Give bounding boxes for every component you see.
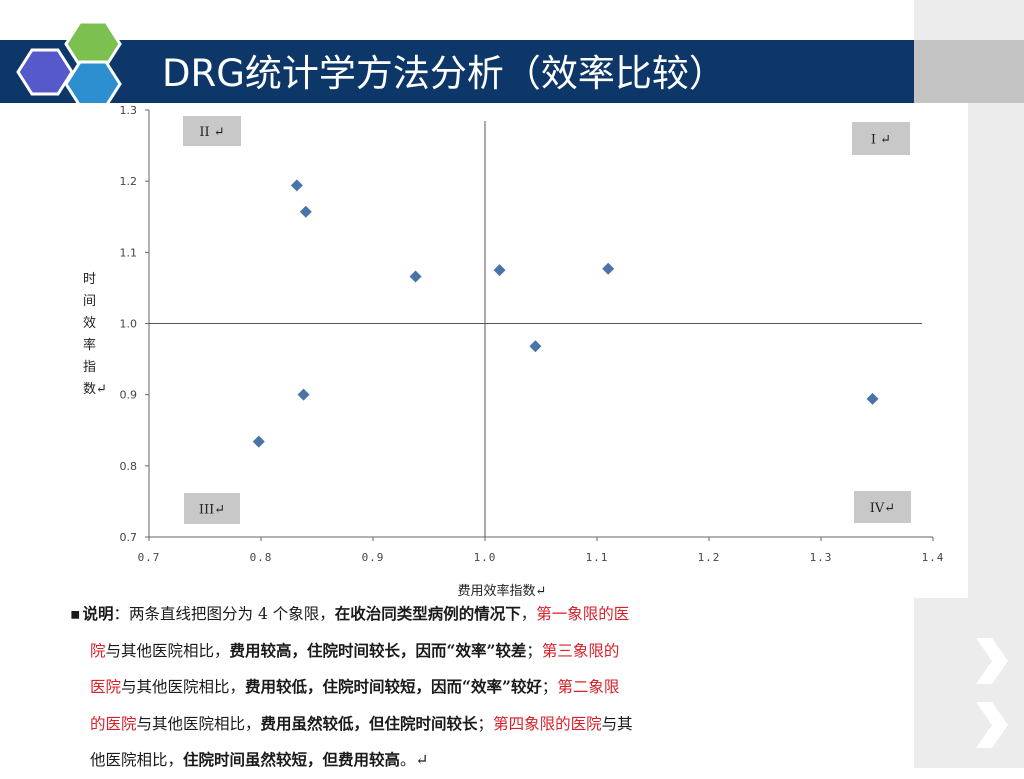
scatter-chart: 0.7 0.8 0.9 1.0 1.1 1.2 1.3 0.7 0.8 0.9 1.0 1.1 1.2 1… — [83, 104, 945, 598]
y-tick-label: 1.0 — [120, 318, 138, 331]
y-tick-label: 0.7 — [120, 531, 138, 544]
explanation-line-5: 他医院相比，住院时间虽然较短，但费用较高。↵ — [70, 742, 942, 779]
explanation-segment: 与其他医院相比， — [105, 641, 230, 660]
y-tick-label: 0.9 — [120, 389, 138, 402]
data-point-1 — [290, 179, 303, 192]
explanation-segment: 第二象限 — [557, 678, 620, 696]
slide-title: DRG统计学方法分析（效率比较） — [162, 52, 726, 95]
explanation-segment: ：两条直线把图分为 4 个象限， — [113, 605, 335, 623]
data-point-2 — [299, 205, 312, 218]
data-point-4 — [493, 264, 506, 277]
explanation-line-4: 的医院与其他医院相比，费用虽然较低，但住院时间较长；第四象限的医院与其 — [70, 706, 942, 743]
explanation-segment: 在收治同类型病例的情况下 — [334, 604, 521, 623]
y-tick-label: 1.1 — [120, 246, 138, 259]
explanation-segment: ； — [477, 714, 494, 733]
x-tick-label: 1.4 — [922, 551, 945, 564]
quadrant-label-q1: I ↵ — [871, 133, 891, 148]
right-gray-band — [914, 40, 1024, 103]
explanation-segment: 第四象限的医院 — [493, 714, 602, 733]
x-tick-label: 1.0 — [474, 551, 497, 564]
explanation-segment: 费用较高，住院时间较长，因而“效率”较差 — [229, 640, 527, 660]
x-tick-label: 1.2 — [698, 551, 721, 564]
explanation-segment: ； — [541, 678, 558, 696]
explanation-segment: ； — [526, 641, 542, 660]
data-point-8 — [297, 388, 310, 401]
y-tick-label: 1.3 — [120, 104, 138, 117]
x-tick-label: 0.8 — [250, 551, 273, 564]
chart-area: 0.7 0.8 0.9 1.0 1.1 1.2 1.3 0.7 0.8 0.9 1.0 1.1 1.2 1… — [72, 103, 968, 598]
quadrant-label-q3: III↵ — [199, 503, 225, 518]
explanation-line-3: 医院与其他医院相比，费用较低，住院时间较短，因而“效率”较好；第二象限 — [70, 669, 942, 706]
explanation-segment: 。↵ — [400, 751, 429, 769]
x-tick-label: 1.1 — [586, 551, 609, 564]
quadrant-label-box-q1 — [852, 122, 910, 155]
y-axis-title-char: 效 — [83, 316, 96, 331]
explanation-segment: 院 — [90, 641, 106, 660]
quadrant-label-box-q3 — [184, 493, 240, 524]
data-point-5 — [602, 262, 615, 275]
y-axis-title-char: 时 — [83, 272, 96, 287]
hexagon-logo-icon — [16, 20, 122, 108]
explanation-line-1: ▪ 说明：两条直线把图分为 4 个象限，在收治同类型病例的情况下，第一象限的医 — [70, 596, 942, 633]
explanation-segment: 的医院 — [90, 714, 137, 733]
data-point-6 — [529, 340, 542, 353]
next-chevron-icon[interactable] — [970, 636, 1010, 686]
title-bar — [0, 40, 914, 103]
explanation-segment: 第三象限的 — [541, 641, 620, 660]
next-chevron-icon-2[interactable] — [970, 700, 1010, 750]
explanation-segment: 住院时间虽然较短，但费用较高 — [183, 750, 401, 769]
quadrant-label-q2: II ↵ — [199, 125, 224, 140]
x-tick-label: 0.7 — [138, 551, 161, 564]
explanation-segment: 医院 — [90, 678, 122, 696]
data-point-7 — [866, 392, 879, 405]
explanation-segment: ， — [520, 605, 537, 623]
y-axis-title-char: 率 — [83, 337, 96, 353]
quadrant-label-box-q4 — [854, 491, 911, 523]
y-axis-title-char: 指 — [83, 360, 96, 375]
explanation-segment: 费用虽然较低，但住院时间较长 — [260, 713, 478, 733]
bullet-icon: ▪ — [70, 604, 81, 623]
explanation-line-2: 院与其他医院相比，费用较高，住院时间较长，因而“效率”较差；第三象限的 — [70, 633, 942, 670]
x-tick-label: 1.3 — [810, 551, 833, 564]
data-point-3 — [409, 270, 422, 283]
x-tick-label: 0.9 — [362, 551, 385, 564]
explanation-segment: 与其他医院相比， — [121, 678, 246, 696]
explanation-segment: 费用较低，住院时间较短，因而“效率”较好 — [245, 677, 542, 696]
x-axis-title: 费用效率指数↵ — [458, 583, 547, 598]
explanation-segment: 说明 — [82, 604, 114, 623]
explanation-segment: 第一象限的医 — [536, 605, 630, 623]
y-axis-title-char: 间 — [83, 294, 96, 309]
explanation-segment: 与其 — [601, 714, 633, 733]
explanation-text: ▪ 说明：两条直线把图分为 4 个象限，在收治同类型病例的情况下，第一象限的医 院与… — [70, 596, 942, 779]
explanation-segment: 与其他医院相比， — [136, 714, 261, 733]
explanation-segment: 他医院相比， — [90, 751, 184, 769]
quadrant-label-q4: IV↵ — [870, 501, 895, 516]
y-tick-label: 0.8 — [120, 460, 138, 473]
y-axis-title-char: 数↵ — [83, 382, 107, 397]
y-tick-label: 1.2 — [120, 175, 138, 188]
data-point-9 — [252, 435, 265, 448]
quadrant-label-box-q2 — [183, 116, 241, 146]
